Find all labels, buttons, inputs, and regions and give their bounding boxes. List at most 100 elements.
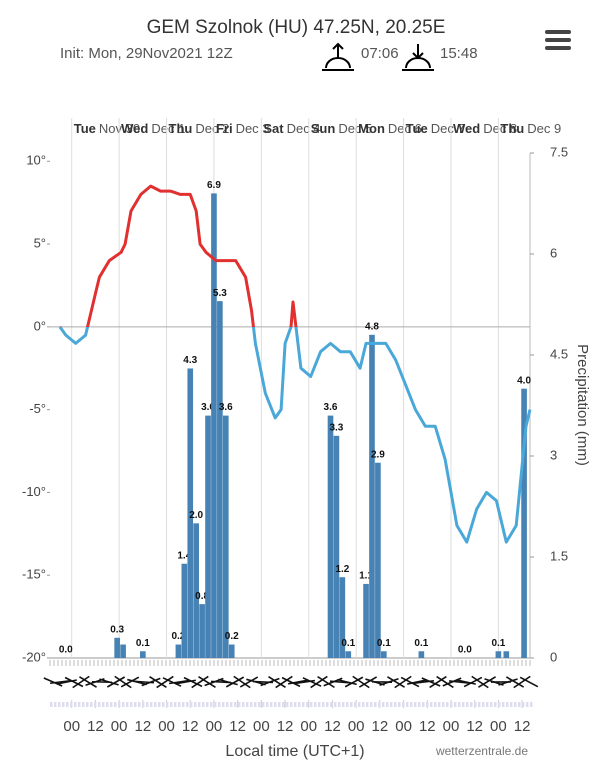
wind-strip-dot bbox=[430, 702, 433, 707]
weekday: Thu bbox=[500, 121, 524, 136]
wind-strip-dot bbox=[50, 702, 53, 707]
date: Dec 1 bbox=[151, 121, 185, 136]
wind-strip-dot bbox=[286, 702, 289, 707]
date: Dec 5 bbox=[338, 121, 372, 136]
wind-strip-dot bbox=[498, 702, 501, 707]
wind-arrow bbox=[281, 676, 301, 688]
wind-strip-dot bbox=[418, 702, 421, 707]
precip-label: 0.8 bbox=[195, 591, 209, 602]
wind-strip-dot bbox=[434, 702, 437, 707]
y2-tick-label: 3 bbox=[550, 447, 557, 462]
wind-strip-dot bbox=[82, 702, 85, 707]
wind-strip-dot bbox=[142, 702, 145, 707]
precip-label: 1.1 bbox=[359, 571, 373, 582]
precip-bar bbox=[222, 415, 229, 658]
wind-strip-dot bbox=[514, 702, 517, 707]
wind-arrow bbox=[394, 675, 412, 689]
precip-label: 0.2 bbox=[171, 631, 185, 642]
wind-strip-dot bbox=[98, 702, 101, 707]
y2-tick-label: 6 bbox=[550, 245, 557, 260]
x-tick-label: 12 bbox=[372, 718, 389, 735]
weekday: Mon bbox=[358, 121, 385, 136]
wind-strip-dot bbox=[462, 702, 465, 707]
wind-strip-dot bbox=[298, 702, 301, 707]
precip-bar bbox=[228, 644, 235, 658]
y-tick-label: -10° bbox=[22, 484, 46, 499]
x-tick-label: 00 bbox=[490, 718, 507, 735]
x-axis-label: Local time (UTC+1) bbox=[225, 743, 364, 760]
wind-arrow bbox=[337, 678, 357, 686]
precip-bar bbox=[327, 415, 334, 658]
precip-label: 4.0 bbox=[517, 375, 531, 386]
wind-arrow bbox=[471, 675, 489, 689]
precip-label: 3.6 bbox=[219, 402, 233, 413]
x-tick-label: 00 bbox=[158, 718, 175, 735]
wind-strip-dot bbox=[374, 702, 377, 707]
sunset-icon bbox=[402, 44, 434, 71]
precip-bar bbox=[418, 651, 425, 658]
precip-bar bbox=[381, 651, 387, 658]
wind-arrow bbox=[49, 679, 71, 685]
wind-arrow bbox=[478, 676, 496, 688]
x-tick-label: 12 bbox=[324, 718, 341, 735]
wind-arrow bbox=[106, 676, 126, 688]
wind-strip-dot bbox=[486, 702, 489, 707]
date: Dec 2 bbox=[195, 121, 229, 136]
wind-strip-dot bbox=[258, 702, 261, 707]
wind-arrow bbox=[400, 676, 420, 688]
y2-tick-label: 1.5 bbox=[550, 548, 568, 563]
wind-strip-dot bbox=[414, 702, 417, 707]
wind-strip-dot bbox=[510, 702, 513, 707]
wind-strip-dot bbox=[474, 702, 477, 707]
wind-strip-dot bbox=[118, 702, 121, 707]
x-tick-label: 00 bbox=[395, 718, 412, 735]
wind-strip-dot bbox=[386, 702, 389, 707]
wind-arrow bbox=[99, 678, 119, 686]
x-tick-label: 12 bbox=[134, 718, 151, 735]
wind-arrow bbox=[519, 676, 539, 688]
wind-strip-dot bbox=[442, 702, 445, 707]
wind-strip-dot bbox=[306, 702, 309, 707]
credit: wetterzentrale.de bbox=[435, 744, 528, 758]
wind-arrow bbox=[317, 675, 335, 689]
wind-strip-dot bbox=[106, 702, 109, 707]
wind-strip-dot bbox=[294, 702, 297, 707]
wind-arrow bbox=[352, 675, 370, 689]
wind-strip-dot bbox=[230, 702, 233, 707]
wind-strip-dot bbox=[66, 702, 69, 707]
precip-label: 0.2 bbox=[225, 631, 239, 642]
wind-strip-dot bbox=[370, 702, 373, 707]
wind-strip-dot bbox=[402, 702, 405, 707]
wind-strip-dot bbox=[86, 702, 89, 707]
wind-strip-dot bbox=[338, 702, 341, 707]
wind-strip-dot bbox=[182, 702, 185, 707]
wind-strip-dot bbox=[174, 702, 177, 707]
wind-arrow bbox=[191, 675, 209, 689]
wind-strip-dot bbox=[122, 702, 125, 707]
precip-label: 0.1 bbox=[414, 638, 428, 649]
wind-arrow bbox=[114, 675, 132, 689]
wind-strip-dot bbox=[78, 702, 81, 707]
wind-arrow bbox=[233, 675, 251, 689]
wind-strip-dot bbox=[358, 702, 361, 707]
precip-bar bbox=[114, 637, 120, 658]
wind-arrow bbox=[421, 677, 441, 687]
date: Dec 8 bbox=[483, 121, 517, 136]
wind-strip-dot bbox=[94, 702, 97, 707]
menu-button[interactable] bbox=[545, 30, 571, 50]
wind-strip-dot bbox=[502, 702, 505, 707]
y-tick-label: 10° bbox=[26, 153, 46, 168]
wind-strip-dot bbox=[58, 702, 61, 707]
wind-arrow bbox=[156, 675, 174, 689]
x-tick-label: 12 bbox=[277, 718, 294, 735]
wind-strip-dot bbox=[482, 702, 485, 707]
precip-label: 3.6 bbox=[201, 402, 215, 413]
wind-strip-dot bbox=[54, 702, 57, 707]
wind-strip-dot bbox=[354, 702, 357, 707]
weekday: Sun bbox=[311, 121, 336, 136]
precip-bar bbox=[363, 583, 369, 658]
wind-strip-dot bbox=[90, 702, 93, 707]
wind-strip-dot bbox=[210, 702, 213, 707]
wind-strip-dot bbox=[490, 702, 493, 707]
x-tick-label: 00 bbox=[206, 718, 223, 735]
